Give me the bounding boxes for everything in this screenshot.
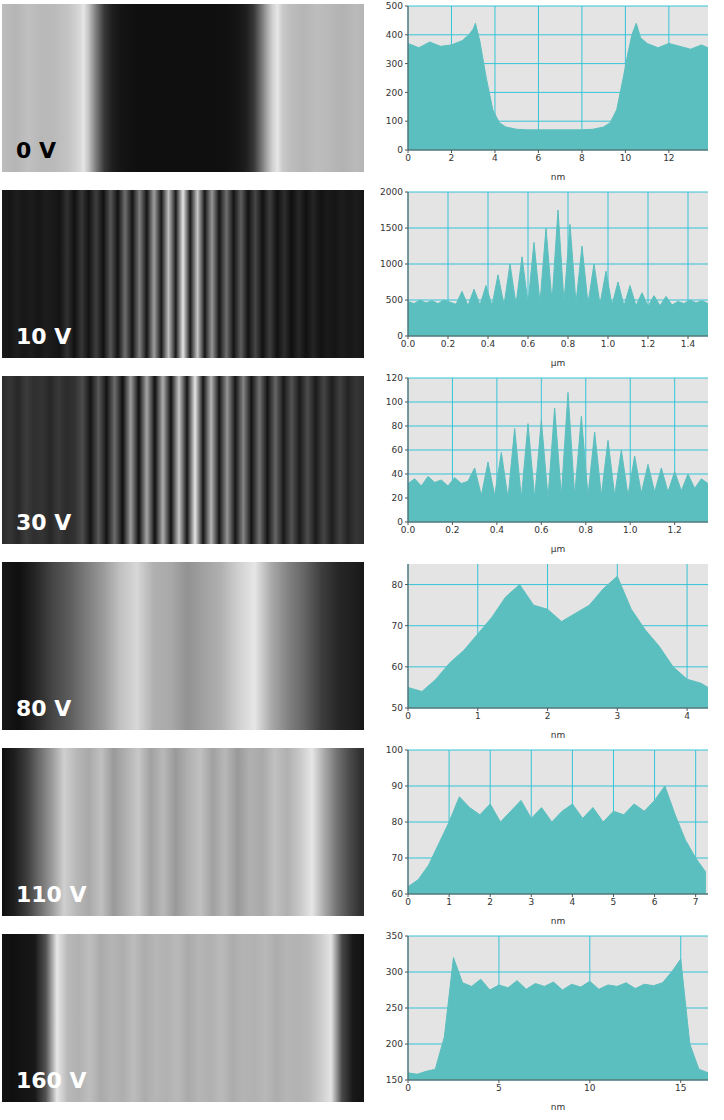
svg-text:20: 20 xyxy=(392,493,404,503)
svg-text:nm: nm xyxy=(551,916,565,926)
svg-text:250: 250 xyxy=(386,1003,403,1013)
svg-text:0: 0 xyxy=(397,517,403,527)
svg-text:0: 0 xyxy=(397,331,403,341)
svg-text:60: 60 xyxy=(392,662,404,672)
svg-text:nm: nm xyxy=(551,730,565,740)
svg-text:4: 4 xyxy=(684,711,690,721)
svg-text:5: 5 xyxy=(611,897,617,907)
svg-text:1.0: 1.0 xyxy=(601,339,616,349)
svg-text:0.8: 0.8 xyxy=(561,339,576,349)
svg-text:0: 0 xyxy=(405,897,411,907)
svg-text:2: 2 xyxy=(449,153,455,163)
svg-text:5: 5 xyxy=(496,1083,502,1093)
svg-text:1.0: 1.0 xyxy=(623,525,638,535)
svg-text:0.2: 0.2 xyxy=(441,339,455,349)
svg-text:2000: 2000 xyxy=(380,187,403,197)
svg-text:10: 10 xyxy=(620,153,632,163)
svg-text:8: 8 xyxy=(579,153,585,163)
svg-text:1.2: 1.2 xyxy=(641,339,655,349)
svg-text:0.0: 0.0 xyxy=(401,339,416,349)
svg-text:80: 80 xyxy=(392,421,404,431)
svg-text:500: 500 xyxy=(386,1,403,11)
svg-text:0.6: 0.6 xyxy=(534,525,549,535)
svg-text:4: 4 xyxy=(570,897,576,907)
svg-text:nm: nm xyxy=(551,1102,565,1112)
svg-text:100: 100 xyxy=(386,397,403,407)
svg-text:1.4: 1.4 xyxy=(681,339,696,349)
svg-text:2: 2 xyxy=(487,897,493,907)
svg-text:0 V: 0 V xyxy=(16,138,56,163)
svg-text:0.6: 0.6 xyxy=(521,339,536,349)
svg-text:50: 50 xyxy=(392,703,404,713)
svg-text:80: 80 xyxy=(392,580,404,590)
svg-text:µm: µm xyxy=(551,358,566,368)
svg-text:200: 200 xyxy=(386,1039,403,1049)
svg-text:0: 0 xyxy=(405,1083,411,1093)
svg-text:1: 1 xyxy=(446,897,452,907)
svg-text:90: 90 xyxy=(392,781,404,791)
svg-text:0: 0 xyxy=(397,145,403,155)
svg-text:300: 300 xyxy=(386,59,403,69)
svg-text:300: 300 xyxy=(386,967,403,977)
svg-text:0.4: 0.4 xyxy=(481,339,496,349)
svg-text:350: 350 xyxy=(386,931,403,941)
svg-text:3: 3 xyxy=(614,711,620,721)
svg-text:nm: nm xyxy=(551,172,565,182)
svg-text:30 V: 30 V xyxy=(16,510,71,535)
svg-text:1500: 1500 xyxy=(380,223,403,233)
svg-text:110 V: 110 V xyxy=(16,882,87,907)
svg-text:1: 1 xyxy=(475,711,481,721)
svg-text:80: 80 xyxy=(392,817,404,827)
svg-text:10 V: 10 V xyxy=(16,324,71,349)
svg-text:100: 100 xyxy=(386,745,403,755)
svg-text:80 V: 80 V xyxy=(16,696,71,721)
svg-text:10: 10 xyxy=(584,1083,596,1093)
svg-text:6: 6 xyxy=(652,897,658,907)
svg-text:200: 200 xyxy=(386,88,403,98)
svg-text:3: 3 xyxy=(528,897,534,907)
svg-text:15: 15 xyxy=(675,1083,686,1093)
svg-text:0.4: 0.4 xyxy=(490,525,505,535)
svg-text:0.0: 0.0 xyxy=(401,525,416,535)
svg-text:60: 60 xyxy=(392,445,404,455)
svg-text:1.2: 1.2 xyxy=(668,525,682,535)
svg-text:1000: 1000 xyxy=(380,259,403,269)
svg-text:70: 70 xyxy=(392,853,404,863)
svg-text:70: 70 xyxy=(392,621,404,631)
svg-text:12: 12 xyxy=(663,153,674,163)
svg-text:400: 400 xyxy=(386,30,403,40)
svg-text:100: 100 xyxy=(386,116,403,126)
svg-text:µm: µm xyxy=(551,544,566,554)
svg-text:60: 60 xyxy=(392,889,404,899)
svg-text:0.2: 0.2 xyxy=(445,525,459,535)
svg-text:2: 2 xyxy=(545,711,551,721)
svg-text:7: 7 xyxy=(693,897,699,907)
svg-text:500: 500 xyxy=(386,295,403,305)
svg-text:0.8: 0.8 xyxy=(579,525,594,535)
svg-text:150: 150 xyxy=(386,1075,403,1085)
svg-text:120: 120 xyxy=(386,373,403,383)
svg-text:6: 6 xyxy=(536,153,542,163)
svg-text:40: 40 xyxy=(392,469,404,479)
svg-text:0: 0 xyxy=(405,711,411,721)
svg-text:0: 0 xyxy=(405,153,411,163)
svg-text:160 V: 160 V xyxy=(16,1068,87,1093)
svg-text:4: 4 xyxy=(492,153,498,163)
